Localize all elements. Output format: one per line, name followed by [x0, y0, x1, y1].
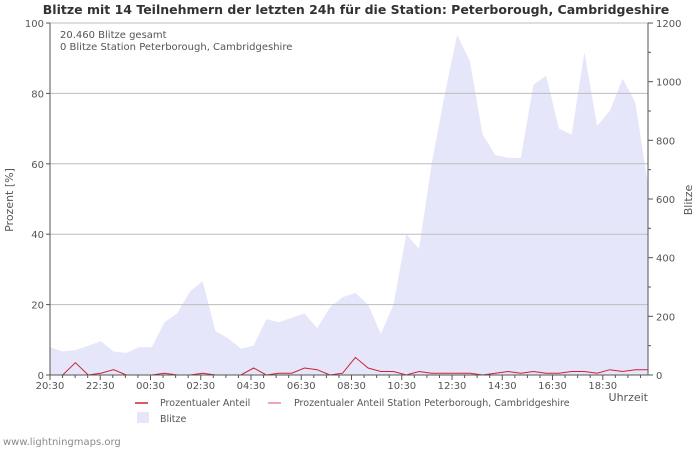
x-tick-label: 04:30 [237, 381, 266, 392]
y-right-tick-label: 800 [656, 136, 675, 147]
y-left-tick-label: 100 [25, 19, 44, 30]
x-tick-label: 16:30 [538, 381, 567, 392]
annotation-total: 20.460 Blitze gesamt [60, 30, 167, 41]
legend-label-percent: Prozentualer Anteil [160, 398, 250, 409]
x-tick-label: 08:30 [337, 381, 366, 392]
annotation-station: 0 Blitze Station Peterborough, Cambridge… [60, 42, 292, 53]
x-tick-label: 20:30 [36, 381, 65, 392]
legend: Prozentualer Anteil Prozentualer Anteil … [135, 398, 570, 425]
y-left-tick-label: 20 [31, 301, 44, 312]
y-right-tick-label: 0 [656, 371, 662, 382]
footer-source: www.lightningmaps.org [3, 437, 121, 448]
x-tick-label: 10:30 [387, 381, 416, 392]
grid-layer [50, 22, 648, 306]
legend-label-blitze: Blitze [160, 414, 187, 425]
series-area-blitze [50, 34, 648, 375]
y-left-tick-label: 80 [31, 89, 44, 100]
y-right-tick-label: 1200 [656, 19, 681, 30]
x-tick-label: 00:30 [136, 381, 165, 392]
y-left-tick-label: 40 [31, 230, 44, 241]
y-right-tick-label: 1000 [656, 78, 681, 89]
x-tick-label: 14:30 [488, 381, 517, 392]
y-axis-left-label: Prozent [%] [3, 168, 16, 232]
y-right-tick-label: 600 [656, 195, 675, 206]
x-tick-label: 18:30 [588, 381, 617, 392]
y-axis-right-label: Blitze [682, 185, 695, 216]
x-tick-label: 22:30 [86, 381, 115, 392]
y-right-tick-label: 200 [656, 312, 675, 323]
legend-swatch-blitze [137, 412, 149, 423]
y-left-tick-label: 0 [38, 371, 44, 382]
x-axis-label: Uhrzeit [609, 391, 649, 404]
blitze-area-layer [50, 34, 648, 375]
legend-label-station-percent: Prozentualer Anteil Station Peterborough… [294, 398, 570, 409]
x-tick-label: 06:30 [287, 381, 316, 392]
chart-title: Blitze mit 14 Teilnehmern der letzten 24… [43, 2, 669, 17]
y-right-tick-label: 400 [656, 254, 675, 265]
y-left-tick-label: 60 [31, 160, 44, 171]
x-tick-label: 12:30 [438, 381, 467, 392]
x-tick-label: 02:30 [186, 381, 215, 392]
